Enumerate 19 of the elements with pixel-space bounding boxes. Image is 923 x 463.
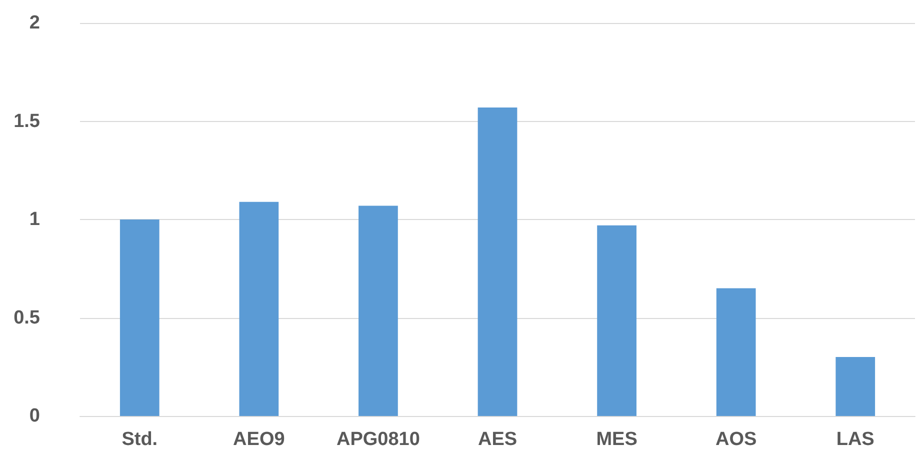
bar bbox=[716, 288, 756, 416]
x-tick-label: AOS bbox=[715, 429, 757, 450]
y-tick-label: 0.5 bbox=[14, 307, 40, 328]
x-tick-label: MES bbox=[596, 429, 638, 450]
x-tick-label: AEO9 bbox=[233, 429, 285, 450]
x-tick-label: APG0810 bbox=[336, 429, 420, 450]
bar bbox=[597, 225, 636, 416]
y-tick-label: 1.5 bbox=[14, 110, 40, 132]
bar bbox=[239, 202, 279, 416]
y-tick-label: 1 bbox=[29, 209, 40, 230]
x-tick-label: AES bbox=[478, 429, 518, 450]
bar bbox=[358, 206, 398, 416]
bar bbox=[836, 357, 876, 416]
bar bbox=[120, 220, 160, 416]
x-tick-label: Std. bbox=[122, 429, 158, 450]
bar bbox=[478, 107, 518, 416]
y-tick-label: 2 bbox=[29, 12, 40, 34]
x-tick-label: LAS bbox=[836, 429, 874, 450]
y-tick-label: 0 bbox=[29, 406, 40, 426]
